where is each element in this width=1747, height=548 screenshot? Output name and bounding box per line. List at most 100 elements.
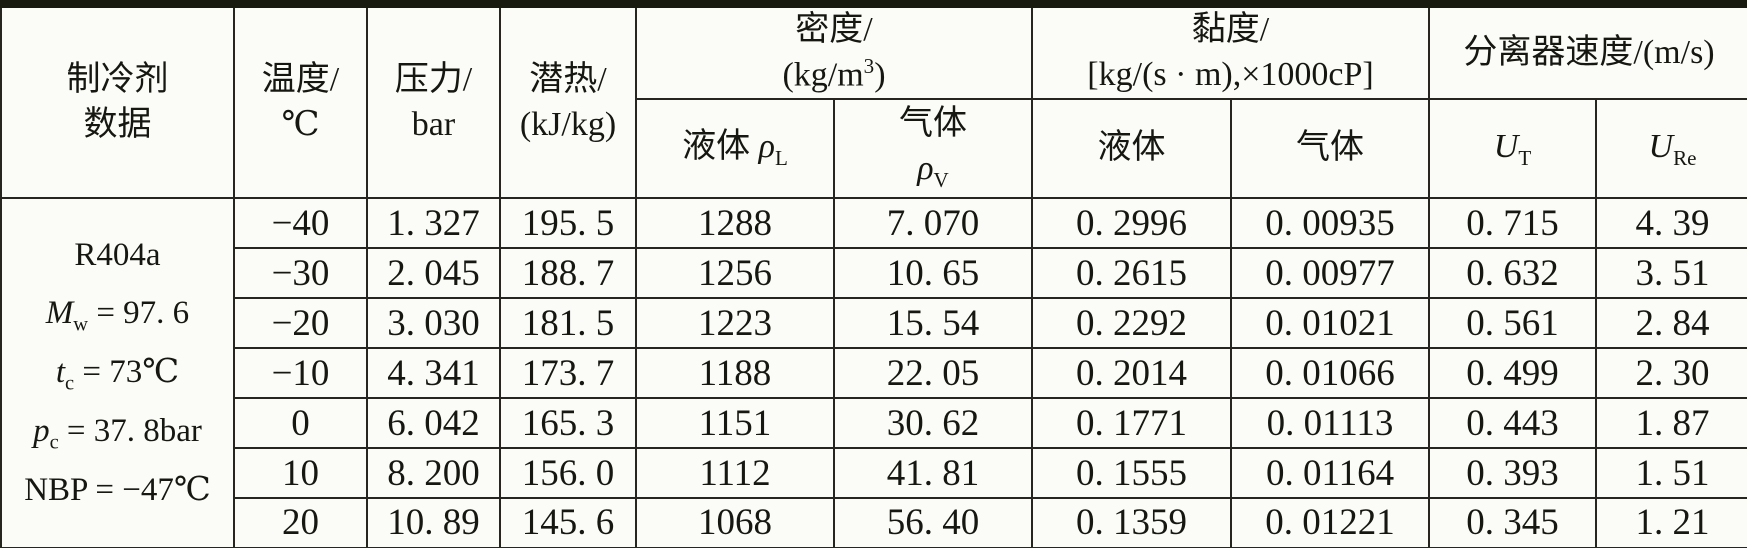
cell-r6-temperature: 20 (233, 497, 368, 548)
temperature-label: 温度/ (261, 60, 340, 98)
cell-r3-density-liquid: 1188 (635, 347, 835, 400)
cell-r2-density-gas: 15. 54 (833, 297, 1033, 350)
cell-r0-ure: 4. 39 (1595, 197, 1747, 250)
cell-r3-latent-heat: 173. 7 (499, 347, 637, 400)
cell-r5-viscosity-gas: 0. 01164 (1229, 447, 1431, 500)
u-symbol: U (1493, 127, 1519, 165)
cell-r3-temperature: −10 (233, 347, 368, 400)
cell-r4-ut: 0. 443 (1428, 397, 1598, 450)
cell-r4-ure: 1. 87 (1595, 397, 1747, 450)
cell-r3-viscosity-gas: 0. 01066 (1229, 347, 1431, 400)
cell-r2-viscosity-gas: 0. 01021 (1229, 297, 1431, 350)
cell-r5-ure: 1. 51 (1595, 447, 1747, 500)
col-header-refrigerant-data: 制冷剂 数据 (0, 2, 235, 200)
col-header-temperature: 温度/ ℃ (233, 2, 368, 200)
refrigerant-data-label-line2: 数据 (83, 105, 152, 143)
cell-r6-viscosity-gas: 0. 01221 (1229, 497, 1431, 548)
group-header-separator-velocity: 分离器速度/(m/s) (1428, 2, 1747, 101)
cell-r5-pressure: 8. 200 (366, 447, 501, 500)
cell-r0-density-liquid: 1288 (635, 197, 835, 250)
cell-r4-viscosity-liquid: 0. 1771 (1031, 397, 1232, 450)
sub-header-viscosity-gas: 气体 (1229, 98, 1431, 200)
cell-r2-ure: 2. 84 (1595, 297, 1747, 350)
cell-r0-ut: 0. 715 (1428, 197, 1598, 250)
cell-r0-viscosity-liquid: 0. 2996 (1031, 197, 1232, 250)
table-row: −10 4. 341 173. 7 1188 22. 05 0. 2014 0.… (1, 347, 1747, 400)
sub-header-velocity-ure: URe (1595, 98, 1747, 200)
table-row: −30 2. 045 188. 7 1256 10. 65 0. 2615 0.… (1, 247, 1747, 300)
pressure-unit: bar (411, 105, 456, 143)
group-header-viscosity: 黏度/ [kg/(s · m),×1000cP] (1030, 2, 1431, 101)
refrigerant-critical-temp: tc = 73℃ (55, 354, 180, 395)
cell-r6-viscosity-liquid: 0. 1359 (1031, 497, 1232, 548)
separator-velocity-label: 分离器速度/(m/s) (1463, 33, 1715, 71)
cell-r5-viscosity-liquid: 0. 1555 (1031, 447, 1232, 500)
density-unit: (kg/m3) (782, 53, 886, 94)
cell-r1-density-gas: 10. 65 (833, 247, 1033, 300)
cell-r6-density-gas: 56. 40 (833, 497, 1033, 548)
cell-r5-density-liquid: 1112 (635, 447, 835, 500)
cell-r1-viscosity-liquid: 0. 2615 (1031, 247, 1232, 300)
latent-heat-unit: (kJ/kg) (519, 105, 617, 143)
cell-r3-viscosity-liquid: 0. 2014 (1031, 347, 1232, 400)
cell-r1-pressure: 2. 045 (366, 247, 501, 300)
viscosity-label: 黏度/ (1191, 11, 1270, 49)
cell-r0-temperature: −40 (233, 197, 368, 250)
cell-r2-pressure: 3. 030 (366, 297, 501, 350)
refrigerant-data-label-line1: 制冷剂 (66, 60, 169, 98)
cell-r1-ut: 0. 632 (1428, 247, 1598, 300)
cell-r0-viscosity-gas: 0. 00935 (1229, 197, 1431, 250)
cell-r1-viscosity-gas: 0. 00977 (1229, 247, 1431, 300)
sub-header-viscosity-liquid: 液体 (1031, 98, 1232, 200)
cell-r5-latent-heat: 156. 0 (499, 447, 637, 500)
refrigerant-critical-pressure: pc = 37. 8bar (33, 413, 202, 454)
refrigerant-info-cell: R404a Mw = 97. 6 tc = 73℃ pc = 37. 8bar … (0, 197, 235, 548)
u-symbol: U (1648, 127, 1674, 165)
cell-r2-latent-heat: 181. 5 (499, 297, 637, 350)
cell-r3-pressure: 4. 341 (366, 347, 501, 400)
cell-r4-density-gas: 30. 62 (833, 397, 1033, 450)
density-label: 密度/ (795, 11, 873, 48)
refrigerant-name: R404a (74, 236, 161, 273)
table-row: 20 10. 89 145. 6 1068 56. 40 0. 1359 0. … (1, 497, 1747, 548)
cell-r5-ut: 0. 393 (1428, 447, 1598, 500)
cell-r0-latent-heat: 195. 5 (499, 197, 637, 250)
col-header-pressure: 压力/ bar (366, 2, 501, 200)
sub-header-velocity-ut: UT (1428, 98, 1598, 200)
refrigerant-molweight: Mw = 97. 6 (45, 295, 190, 336)
table-row: 0 6. 042 165. 3 1151 30. 62 0. 1771 0. 0… (1, 397, 1747, 450)
cell-r4-latent-heat: 165. 3 (499, 397, 637, 450)
cell-r3-ure: 2. 30 (1595, 347, 1747, 400)
table-row: R404a Mw = 97. 6 tc = 73℃ pc = 37. 8bar … (0, 197, 1747, 548)
cell-r2-ut: 0. 561 (1428, 297, 1598, 350)
cell-r4-pressure: 6. 042 (366, 397, 501, 450)
cell-r5-density-gas: 41. 81 (833, 447, 1033, 500)
temperature-unit: ℃ (281, 105, 320, 143)
cell-r1-temperature: −30 (233, 247, 368, 300)
col-header-latent-heat: 潜热/ (kJ/kg) (499, 2, 637, 200)
cell-r1-density-liquid: 1256 (635, 247, 835, 300)
table-row: 10 8. 200 156. 0 1112 41. 81 0. 1555 0. … (1, 447, 1747, 500)
cell-r4-temperature: 0 (233, 397, 368, 450)
cell-r6-ut: 0. 345 (1428, 497, 1598, 548)
latent-heat-label: 潜热/ (529, 60, 607, 98)
table-row: −20 3. 030 181. 5 1223 15. 54 0. 2292 0.… (1, 297, 1747, 350)
cell-r3-density-gas: 22. 05 (833, 347, 1033, 400)
sub-header-density-liquid: 液体 ρL (635, 98, 835, 200)
cell-r6-latent-heat: 145. 6 (499, 497, 637, 548)
pressure-label: 压力/ (394, 60, 473, 98)
cell-r1-ure: 3. 51 (1595, 247, 1747, 300)
rho-symbol: ρ (917, 150, 934, 188)
cell-r0-pressure: 1. 327 (366, 197, 501, 250)
group-header-density: 密度/ (kg/m3) (635, 2, 1033, 101)
refrigerant-nbp: NBP = −47℃ (24, 472, 211, 509)
cell-r2-density-liquid: 1223 (635, 297, 835, 350)
viscosity-unit: [kg/(s · m),×1000cP] (1087, 56, 1374, 94)
cell-r5-temperature: 10 (233, 447, 368, 500)
cell-r0-density-gas: 7. 070 (833, 197, 1033, 250)
cell-r6-density-liquid: 1068 (635, 497, 835, 548)
cell-r1-latent-heat: 188. 7 (499, 247, 637, 300)
cell-r6-ure: 1. 21 (1595, 497, 1747, 548)
cell-r6-pressure: 10. 89 (366, 497, 501, 548)
